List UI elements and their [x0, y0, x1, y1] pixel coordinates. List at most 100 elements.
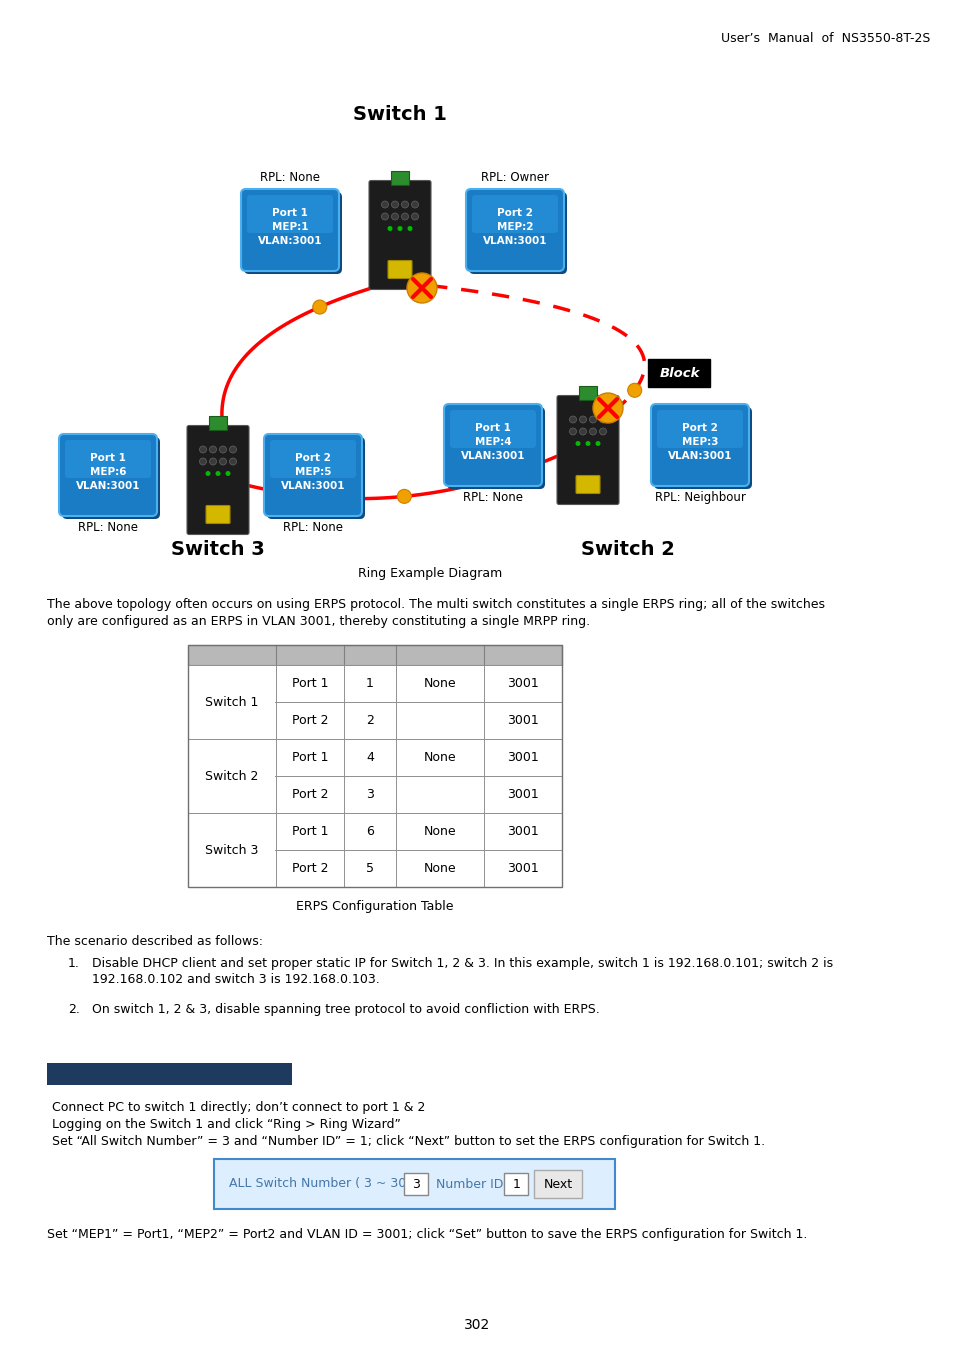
Text: Port 1: Port 1 [292, 751, 328, 764]
Text: 6: 6 [366, 825, 374, 838]
Text: Port 1: Port 1 [292, 676, 328, 690]
Text: None: None [423, 825, 456, 838]
Circle shape [585, 441, 590, 446]
Text: 3001: 3001 [507, 788, 538, 801]
Text: 4: 4 [366, 751, 374, 764]
FancyBboxPatch shape [206, 505, 230, 524]
FancyBboxPatch shape [648, 359, 710, 387]
FancyBboxPatch shape [187, 425, 249, 535]
Circle shape [407, 273, 436, 302]
Text: None: None [423, 676, 456, 690]
FancyBboxPatch shape [469, 192, 566, 274]
Circle shape [627, 383, 641, 397]
Circle shape [407, 225, 412, 231]
Circle shape [219, 446, 226, 454]
Circle shape [595, 441, 599, 446]
Bar [504, 1173, 528, 1195]
Text: Connect PC to switch 1 directly; don’t connect to port 1 & 2: Connect PC to switch 1 directly; don’t c… [52, 1102, 425, 1114]
FancyBboxPatch shape [244, 192, 341, 274]
Text: 2: 2 [366, 714, 374, 728]
Text: Switch 3: Switch 3 [205, 844, 258, 856]
Text: Port 2: Port 2 [292, 863, 328, 875]
Circle shape [215, 471, 220, 477]
Bar [47, 1062, 292, 1085]
Text: 3001: 3001 [507, 676, 538, 690]
FancyBboxPatch shape [264, 433, 361, 516]
Text: 2.: 2. [68, 1003, 80, 1017]
Text: Disable DHCP client and set proper static IP for Switch 1, 2 & 3. In this exampl: Disable DHCP client and set proper stati… [91, 957, 832, 971]
Text: RPL: Neighbour: RPL: Neighbour [654, 491, 744, 504]
Bar [188, 702, 561, 738]
Text: Port 2: Port 2 [292, 714, 328, 728]
Text: 3001: 3001 [507, 751, 538, 764]
Circle shape [578, 428, 586, 435]
Text: RPL: None: RPL: None [260, 171, 319, 184]
Text: Port 2
MEP:3
VLAN:3001: Port 2 MEP:3 VLAN:3001 [667, 423, 732, 460]
Text: User’s  Manual  of  NS3550-8T-2S: User’s Manual of NS3550-8T-2S [720, 32, 929, 45]
Text: None: None [423, 863, 456, 875]
Text: The above topology often occurs on using ERPS protocol. The multi switch constit: The above topology often occurs on using… [47, 598, 824, 612]
Text: ERPS Configuration Table: ERPS Configuration Table [296, 900, 454, 913]
Text: Port 1
MEP:1
VLAN:3001: Port 1 MEP:1 VLAN:3001 [257, 208, 322, 246]
Text: None: None [423, 751, 456, 764]
Circle shape [219, 458, 226, 464]
Bar [189, 814, 275, 887]
Circle shape [411, 213, 418, 220]
FancyBboxPatch shape [214, 1160, 615, 1210]
Circle shape [598, 416, 606, 423]
Text: 1.: 1. [68, 957, 80, 971]
Text: Set “All Switch Number” = 3 and “Number ID” = 1; click “Next” button to set the : Set “All Switch Number” = 3 and “Number … [52, 1135, 764, 1148]
Text: Set “MEP1” = Port1, “MEP2” = Port2 and VLAN ID = 3001; click “Set” button to sav: Set “MEP1” = Port1, “MEP2” = Port2 and V… [47, 1228, 806, 1241]
Bar [188, 738, 561, 776]
Text: Ring Example Diagram: Ring Example Diagram [357, 567, 501, 580]
Text: 302: 302 [463, 1318, 490, 1332]
Circle shape [205, 471, 211, 477]
FancyBboxPatch shape [450, 410, 536, 448]
Bar [209, 416, 227, 429]
FancyBboxPatch shape [657, 410, 742, 448]
FancyBboxPatch shape [472, 194, 558, 234]
Circle shape [589, 416, 596, 423]
Circle shape [401, 213, 408, 220]
Text: 1: 1 [366, 676, 374, 690]
Text: 3001: 3001 [507, 714, 538, 728]
Text: The scenario described as follows:: The scenario described as follows: [47, 936, 263, 948]
Text: RPL: None: RPL: None [78, 521, 138, 535]
Text: 3: 3 [412, 1177, 420, 1191]
FancyBboxPatch shape [557, 396, 618, 505]
Text: Port 2
MEP:5
VLAN:3001: Port 2 MEP:5 VLAN:3001 [280, 454, 345, 491]
FancyBboxPatch shape [534, 1170, 582, 1197]
Text: Switch 2: Switch 2 [205, 769, 258, 783]
Text: Port 1
MEP:6
VLAN:3001: Port 1 MEP:6 VLAN:3001 [75, 454, 140, 491]
Text: Number ID:: Number ID: [436, 1177, 508, 1191]
Text: RPL: None: RPL: None [283, 521, 343, 535]
Bar [189, 666, 275, 738]
Circle shape [578, 416, 586, 423]
FancyBboxPatch shape [247, 194, 333, 234]
Bar [189, 740, 275, 813]
Circle shape [199, 458, 206, 464]
Circle shape [381, 213, 388, 220]
Bar [391, 170, 409, 185]
Text: Switch 2: Switch 2 [580, 540, 674, 559]
Text: 5: 5 [366, 863, 374, 875]
Circle shape [313, 300, 327, 315]
Circle shape [230, 458, 236, 464]
Text: Next: Next [543, 1177, 573, 1191]
Circle shape [391, 201, 398, 208]
Circle shape [387, 225, 392, 231]
Text: only are configured as an ERPS in VLAN 3001, thereby constituting a single MRPP : only are configured as an ERPS in VLAN 3… [47, 616, 590, 628]
Text: 3001: 3001 [507, 863, 538, 875]
Circle shape [210, 458, 216, 464]
Circle shape [397, 225, 402, 231]
Circle shape [593, 393, 622, 423]
Text: ALL Switch Number ( 3 ~ 30):: ALL Switch Number ( 3 ~ 30): [230, 1177, 416, 1191]
Bar [404, 1173, 428, 1195]
FancyBboxPatch shape [443, 404, 541, 486]
FancyBboxPatch shape [654, 406, 751, 489]
Circle shape [225, 471, 231, 477]
Circle shape [598, 428, 606, 435]
FancyBboxPatch shape [369, 181, 431, 289]
Bar [188, 776, 561, 813]
FancyBboxPatch shape [465, 189, 563, 271]
